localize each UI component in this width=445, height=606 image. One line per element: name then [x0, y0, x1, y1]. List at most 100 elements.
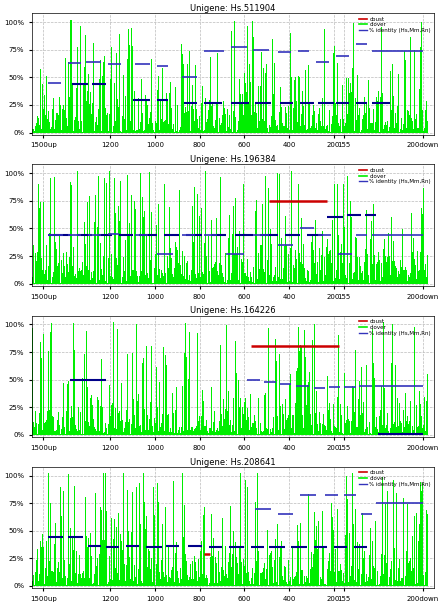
- Bar: [44, 275, 45, 284]
- Bar: [57, 266, 58, 284]
- Bar: [48, 121, 49, 133]
- Bar: [369, 558, 370, 586]
- Bar: [52, 103, 53, 133]
- Bar: [298, 541, 299, 586]
- Bar: [82, 262, 83, 284]
- Bar: [131, 532, 132, 586]
- Bar: [418, 426, 419, 435]
- Bar: [194, 132, 195, 133]
- Bar: [176, 247, 177, 284]
- Bar: [279, 112, 280, 133]
- Bar: [110, 416, 111, 435]
- Bar: [91, 114, 92, 133]
- Bar: [330, 419, 331, 435]
- Bar: [328, 132, 329, 133]
- Bar: [314, 512, 315, 586]
- Bar: [74, 280, 75, 284]
- Bar: [183, 276, 184, 284]
- Bar: [404, 547, 405, 586]
- Bar: [361, 277, 362, 284]
- Bar: [362, 513, 363, 586]
- Bar: [88, 538, 89, 586]
- Bar: [172, 418, 173, 435]
- Bar: [217, 428, 218, 435]
- Bar: [282, 275, 283, 284]
- Bar: [396, 427, 397, 435]
- Bar: [375, 521, 376, 586]
- Bar: [51, 127, 52, 133]
- Bar: [382, 477, 383, 586]
- Bar: [189, 52, 190, 133]
- Bar: [228, 127, 229, 133]
- Bar: [117, 265, 118, 284]
- Bar: [114, 428, 115, 435]
- Bar: [127, 265, 128, 284]
- Bar: [166, 93, 167, 133]
- Bar: [299, 584, 300, 586]
- Bar: [407, 416, 408, 435]
- Bar: [235, 542, 236, 586]
- Bar: [85, 35, 86, 133]
- Bar: [103, 473, 104, 586]
- Bar: [318, 431, 319, 435]
- Title: Unigene: Hs.196384: Unigene: Hs.196384: [190, 155, 276, 164]
- Bar: [369, 108, 370, 133]
- Bar: [200, 277, 201, 284]
- Bar: [357, 429, 358, 435]
- Bar: [98, 401, 99, 435]
- Bar: [424, 270, 425, 284]
- Bar: [94, 574, 95, 586]
- Bar: [323, 576, 324, 586]
- Bar: [238, 121, 239, 133]
- Bar: [274, 282, 275, 284]
- Bar: [328, 410, 329, 435]
- Bar: [287, 128, 288, 133]
- Bar: [175, 553, 176, 586]
- Bar: [173, 413, 174, 435]
- Bar: [196, 278, 197, 284]
- Bar: [120, 421, 121, 435]
- Bar: [190, 128, 191, 133]
- Bar: [303, 244, 304, 284]
- Bar: [99, 79, 100, 133]
- Bar: [269, 554, 270, 586]
- Bar: [360, 132, 361, 133]
- Bar: [63, 383, 64, 435]
- Bar: [392, 324, 393, 435]
- Bar: [276, 582, 277, 586]
- Bar: [176, 387, 177, 435]
- Bar: [369, 422, 370, 435]
- Bar: [221, 123, 222, 133]
- Bar: [203, 274, 204, 284]
- Bar: [125, 281, 126, 284]
- Bar: [193, 579, 194, 586]
- Bar: [411, 571, 412, 586]
- Bar: [199, 578, 200, 586]
- Bar: [92, 404, 93, 435]
- Bar: [405, 576, 406, 586]
- Bar: [109, 171, 110, 284]
- Bar: [275, 121, 276, 133]
- Bar: [224, 576, 225, 586]
- Bar: [264, 272, 265, 284]
- Bar: [158, 431, 159, 435]
- Bar: [330, 250, 331, 284]
- Bar: [65, 58, 66, 133]
- Bar: [301, 570, 302, 586]
- Bar: [233, 270, 234, 284]
- Bar: [403, 270, 404, 284]
- Bar: [384, 239, 385, 284]
- Bar: [193, 242, 194, 284]
- Bar: [255, 65, 256, 133]
- Bar: [300, 126, 301, 133]
- Bar: [304, 427, 305, 435]
- Bar: [375, 122, 376, 133]
- Bar: [39, 125, 40, 133]
- Bar: [49, 233, 50, 284]
- Bar: [72, 541, 73, 586]
- Title: Unigene: Hs.164226: Unigene: Hs.164226: [190, 307, 276, 316]
- Bar: [287, 418, 288, 435]
- Bar: [50, 503, 51, 586]
- Bar: [275, 539, 276, 586]
- Bar: [363, 280, 364, 284]
